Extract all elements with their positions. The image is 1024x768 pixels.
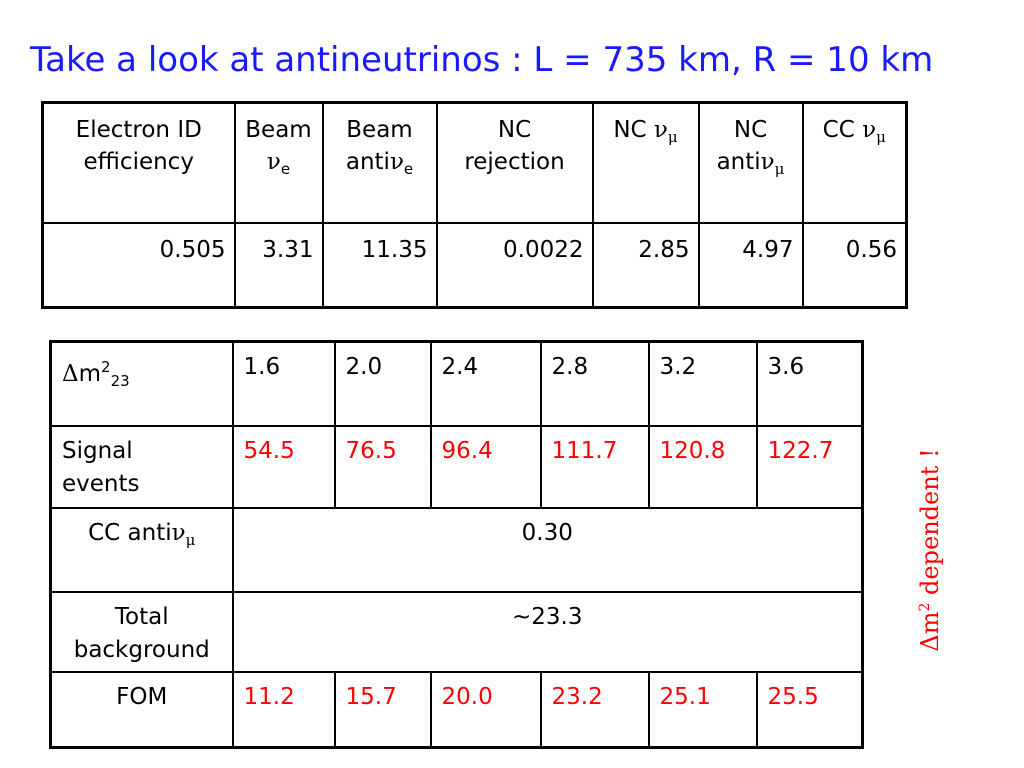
table-value-row: 0.505 3.31 11.35 0.0022 2.85 4.97 0.56 bbox=[41, 222, 908, 309]
value-nc-antinumu: 4.97 bbox=[697, 222, 804, 309]
efficiency-table: Electron ID efficiency Beam νe Beam anti… bbox=[41, 101, 908, 309]
signal-events-label: Signal events bbox=[49, 424, 234, 509]
dm2-dependent-note: Δm2 dependent ! bbox=[916, 448, 944, 652]
total-background-label: Total background bbox=[49, 590, 234, 673]
fom-value: 25.5 bbox=[755, 670, 864, 749]
signal-value: 76.5 bbox=[333, 424, 432, 509]
value-beam-antinue: 11.35 bbox=[321, 222, 438, 309]
table-header-row: Electron ID efficiency Beam νe Beam anti… bbox=[41, 101, 908, 224]
dm2-label: Δm223 bbox=[49, 340, 234, 427]
dm2-value: 2.0 bbox=[333, 340, 432, 427]
header-cc-numu: CC νμ bbox=[801, 101, 908, 224]
dm2-value: 2.4 bbox=[429, 340, 542, 427]
signal-value: 122.7 bbox=[755, 424, 864, 509]
dm2-value: 3.6 bbox=[755, 340, 864, 427]
dm2-value: 2.8 bbox=[539, 340, 650, 427]
value-cc-numu: 0.56 bbox=[801, 222, 908, 309]
total-background-value: ~23.3 bbox=[231, 590, 864, 673]
signal-value: 111.7 bbox=[539, 424, 650, 509]
table-row: CC antiνμ 0.30 bbox=[49, 506, 864, 593]
fom-value: 20.0 bbox=[429, 670, 542, 749]
header-beam-nue: Beam νe bbox=[233, 101, 324, 224]
header-electron-id: Electron ID efficiency bbox=[41, 101, 236, 224]
signal-value: 120.8 bbox=[647, 424, 758, 509]
value-nc-numu: 2.85 bbox=[591, 222, 700, 309]
table-row: Δm223 1.6 2.0 2.4 2.8 3.2 3.6 bbox=[49, 340, 864, 427]
header-nc-rejection: NC rejection bbox=[435, 101, 594, 224]
table-row: Signal events 54.5 76.5 96.4 111.7 120.8 … bbox=[49, 424, 864, 509]
signal-value: 96.4 bbox=[429, 424, 542, 509]
fom-value: 11.2 bbox=[231, 670, 336, 749]
value-electron-id: 0.505 bbox=[41, 222, 236, 309]
fom-value: 15.7 bbox=[333, 670, 432, 749]
fom-value: 23.2 bbox=[539, 670, 650, 749]
table-row: FOM 11.2 15.7 20.0 23.2 25.1 25.5 bbox=[49, 670, 864, 749]
dm2-value: 3.2 bbox=[647, 340, 758, 427]
dm2-value: 1.6 bbox=[231, 340, 336, 427]
cc-antinumu-value: 0.30 bbox=[231, 506, 864, 593]
header-nc-numu: NC νμ bbox=[591, 101, 700, 224]
value-beam-nue: 3.31 bbox=[233, 222, 324, 309]
table-row: Total background ~23.3 bbox=[49, 590, 864, 673]
fom-label: FOM bbox=[49, 670, 234, 749]
signal-fom-table: Δm223 1.6 2.0 2.4 2.8 3.2 3.6 Signal even… bbox=[49, 340, 864, 749]
slide-title: Take a look at antineutrinos : L = 735 k… bbox=[30, 40, 934, 80]
fom-value: 25.1 bbox=[647, 670, 758, 749]
cc-antinumu-label: CC antiνμ bbox=[49, 506, 234, 593]
signal-value: 54.5 bbox=[231, 424, 336, 509]
value-nc-rejection: 0.0022 bbox=[435, 222, 594, 309]
header-nc-antinumu: NC antiνμ bbox=[697, 101, 804, 224]
header-beam-antinue: Beam antiνe bbox=[321, 101, 438, 224]
